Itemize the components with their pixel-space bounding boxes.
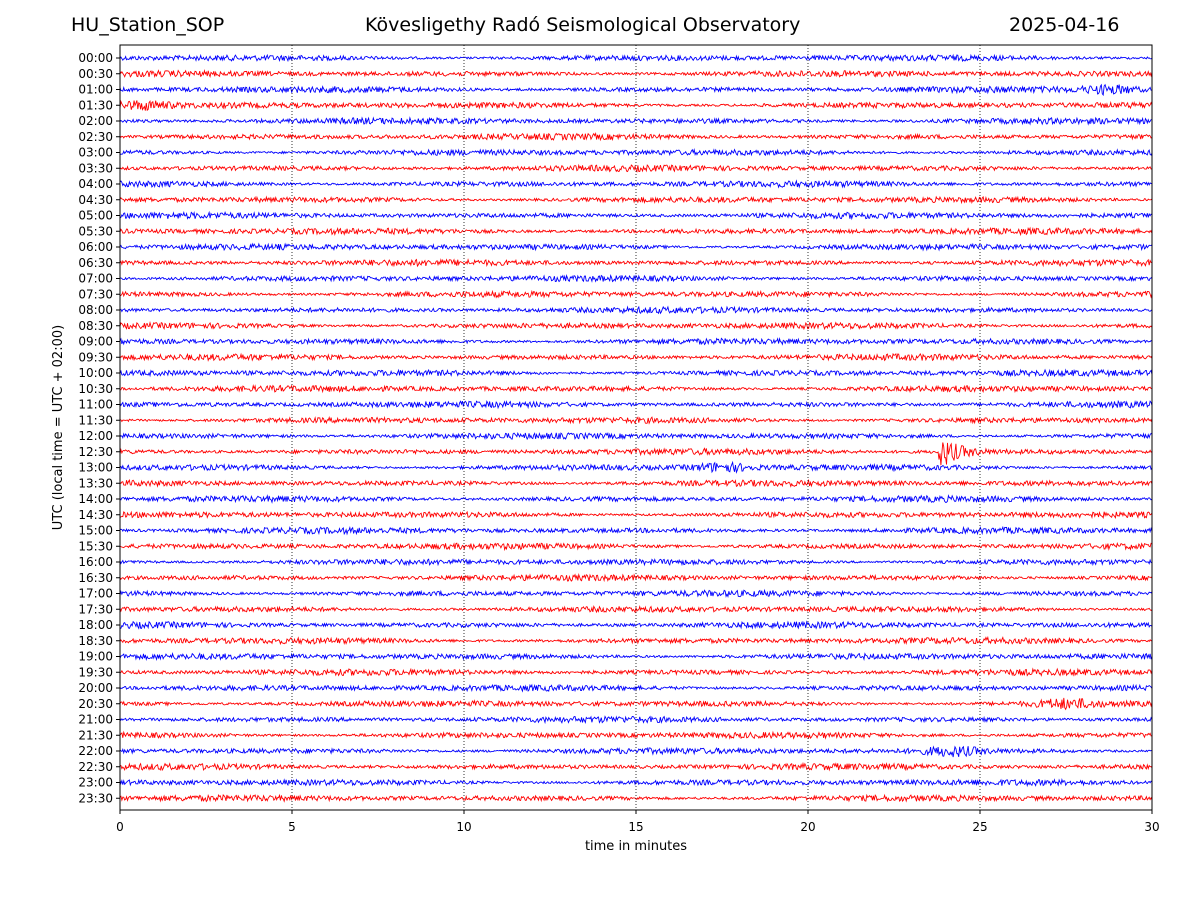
grid-lines: [291, 45, 981, 810]
y-tick-label: 03:00: [78, 146, 113, 160]
x-tick-label: 20: [800, 820, 815, 834]
trace-1130: [119, 415, 1153, 425]
trace-group: [119, 53, 1153, 803]
y-tick-label: 22:00: [78, 744, 113, 758]
y-tick-label: 14:00: [78, 492, 113, 506]
trace-2100: [119, 715, 1153, 725]
y-tick-label: 09:00: [78, 335, 113, 349]
y-tick-label: 20:30: [78, 697, 113, 711]
trace-1100: [119, 399, 1153, 410]
y-tick-label: 01:00: [78, 83, 113, 97]
y-tick-label: 10:00: [78, 366, 113, 380]
y-tick-label: 05:00: [78, 209, 113, 223]
y-tick-label: 15:00: [78, 524, 113, 538]
y-tick-label: 00:00: [78, 51, 113, 65]
y-tick-label: 14:30: [78, 508, 113, 522]
y-tick-label: 21:30: [78, 728, 113, 742]
date-label: 2025-04-16: [1009, 14, 1120, 36]
trace-0830: [119, 321, 1153, 331]
trace-0630: [119, 258, 1153, 268]
x-tick-label: 25: [972, 820, 987, 834]
y-tick-label: 23:00: [78, 776, 113, 790]
x-axis-label: time in minutes: [585, 839, 687, 854]
y-tick-label: 15:30: [78, 539, 113, 553]
y-tick-label: 13:00: [78, 461, 113, 475]
trace-1630: [119, 573, 1153, 583]
y-tick-label: 18:30: [78, 634, 113, 648]
y-tick-label: 02:00: [78, 114, 113, 128]
y-tick-label: 11:30: [78, 413, 113, 427]
y-tick-label: 03:30: [78, 161, 113, 175]
y-tick-label: 05:30: [78, 224, 113, 238]
trace-1300: [119, 460, 1153, 474]
y-tick-label: 01:30: [78, 98, 113, 112]
y-tick-label: 16:30: [78, 571, 113, 585]
y-tick-label: 06:00: [78, 240, 113, 254]
y-tick-label: 23:30: [78, 791, 113, 805]
y-tick-label: 17:30: [78, 602, 113, 616]
y-tick-label: 19:30: [78, 665, 113, 679]
trace-2230: [119, 761, 1153, 772]
y-tick-label: 06:30: [78, 256, 113, 270]
y-tick-label: 20:00: [78, 681, 113, 695]
y-tick-label: 10:30: [78, 382, 113, 396]
y-tick-label: 08:00: [78, 303, 113, 317]
y-tick-label: 07:30: [78, 287, 113, 301]
y-tick-label: 19:00: [78, 650, 113, 664]
y-tick-label: 21:00: [78, 713, 113, 727]
y-tick-label: 09:30: [78, 350, 113, 364]
x-tick-label: 30: [1144, 820, 1159, 834]
y-tick-label: 04:00: [78, 177, 113, 191]
x-axis: 0 5 10 15 20 25 30: [116, 810, 1160, 834]
observatory-title: Kövesligethy Radó Seismological Observat…: [365, 14, 801, 36]
trace-0230: [119, 132, 1153, 142]
y-tick-label: 13:30: [78, 476, 113, 490]
trace-0600: [119, 242, 1153, 252]
y-tick-label: 12:30: [78, 445, 113, 459]
x-tick-label: 15: [628, 820, 643, 834]
y-tick-label: 08:30: [78, 319, 113, 333]
trace-0000: [119, 53, 1153, 63]
trace-1230: [119, 442, 1153, 466]
y-tick-label: 12:00: [78, 429, 113, 443]
station-name: HU_Station_SOP: [71, 14, 225, 36]
x-tick-label: 10: [456, 820, 471, 834]
y-tick-label: 11:00: [78, 398, 113, 412]
trace-0930: [119, 352, 1153, 362]
y-tick-label: 22:30: [78, 760, 113, 774]
y-tick-label: 02:30: [78, 130, 113, 144]
y-axis-label: UTC (local time = UTC + 02:00): [51, 325, 66, 530]
trace-1900: [119, 652, 1153, 662]
y-tick-label: 07:00: [78, 272, 113, 286]
y-tick-label: 00:30: [78, 67, 113, 81]
y-tick-label: 18:00: [78, 618, 113, 632]
y-tick-label: 04:30: [78, 193, 113, 207]
y-tick-label: 16:00: [78, 555, 113, 569]
y-tick-label: 17:00: [78, 587, 113, 601]
x-tick-label: 5: [288, 820, 296, 834]
x-tick-label: 0: [116, 820, 124, 834]
trace-1600: [119, 558, 1153, 567]
trace-1730: [119, 605, 1153, 614]
